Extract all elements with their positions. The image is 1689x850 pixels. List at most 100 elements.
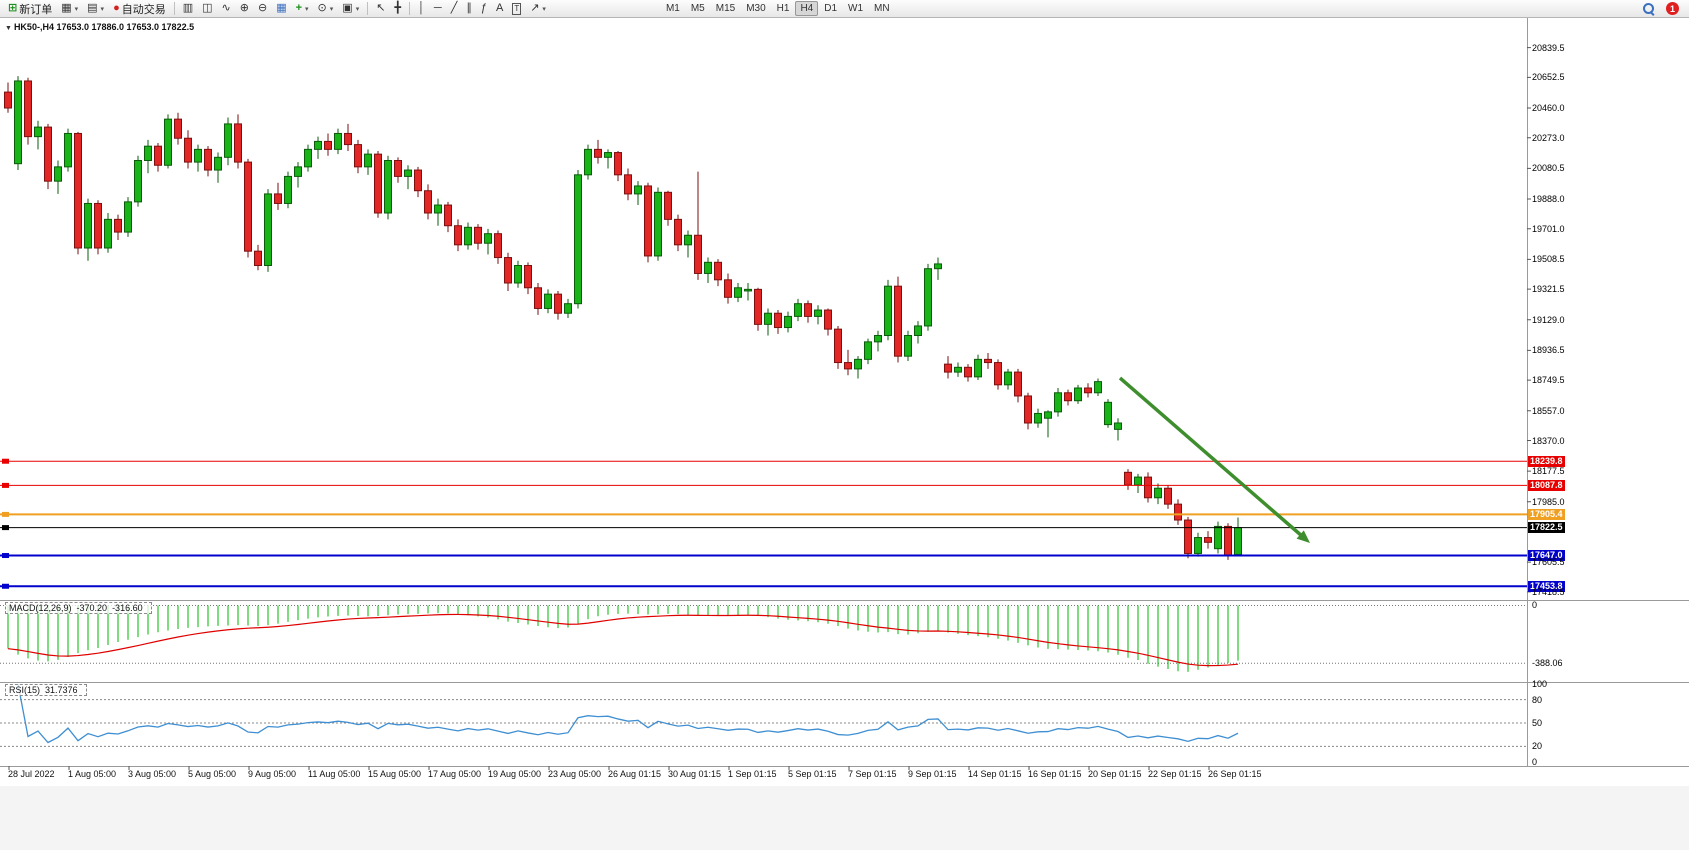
bear-candle <box>524 265 532 289</box>
zoom-in-icon: ⊕ <box>239 2 249 14</box>
bull-candle <box>764 312 772 325</box>
bottom-margin <box>0 786 1689 850</box>
bull-candle <box>294 166 302 177</box>
templates-button[interactable]: ▣ ▾ <box>338 1 363 17</box>
bull-candle <box>1104 401 1112 426</box>
chevron-down-icon: ▾ <box>100 5 105 13</box>
bull-candle <box>14 80 22 165</box>
bull-candle <box>864 341 872 360</box>
trend-arrow-line[interactable] <box>1118 376 1306 540</box>
trendline-icon: ╱ <box>450 2 458 14</box>
tf-W1[interactable]: W1 <box>848 3 864 14</box>
bull-candle <box>384 160 392 214</box>
bar-chart-button[interactable]: ▥ <box>179 1 197 17</box>
bull-candle <box>634 185 642 195</box>
bear-candle <box>614 152 622 176</box>
tf-M5[interactable]: M5 <box>690 3 705 14</box>
bull-candle <box>224 123 232 158</box>
bear-candle <box>1184 519 1192 554</box>
bull-candle <box>874 335 882 343</box>
horizontal-line-icon: ─ <box>433 2 442 14</box>
periods-button[interactable]: ⊙ ▾ <box>314 1 338 17</box>
bear-candle <box>1224 525 1232 556</box>
chevron-down-icon: ▾ <box>74 5 79 13</box>
bear-candle <box>724 279 732 298</box>
line-handle[interactable] <box>2 458 9 464</box>
new-order-button[interactable]: ⊞ 新订单 <box>4 1 56 17</box>
bear-candle <box>754 288 762 325</box>
channel-button[interactable]: ∥ <box>462 1 476 17</box>
notification-badge[interactable]: 1 <box>1666 2 1679 15</box>
bull-candle <box>794 303 802 317</box>
auto-trading-button[interactable]: ● 自动交易 <box>109 1 170 17</box>
bull-candle <box>734 287 742 298</box>
profiles-button[interactable]: ▤ ▾ <box>83 1 108 17</box>
bull-candle <box>1154 487 1162 499</box>
bear-candle <box>894 285 902 357</box>
line-chart-button[interactable]: ∿ <box>218 1 235 17</box>
rsi-line <box>17 683 1239 744</box>
bear-candle <box>594 148 602 158</box>
zoom-in-button[interactable]: ⊕ <box>236 1 253 17</box>
toolbar-separator <box>367 2 369 15</box>
bull-candle <box>434 204 442 214</box>
bear-candle <box>674 218 682 246</box>
bear-candle <box>94 202 102 249</box>
line-handle[interactable] <box>2 482 9 488</box>
cursor-button[interactable]: ↖ <box>372 1 389 17</box>
bull-candle <box>1234 527 1242 556</box>
text-button[interactable]: A <box>492 1 507 17</box>
grid-button[interactable]: ▦ <box>272 1 290 17</box>
auto-trading-label: 自动交易 <box>121 3 166 16</box>
bear-candle <box>24 80 32 138</box>
chevron-down-icon: ▾ <box>329 5 334 13</box>
trend-arrow-head[interactable] <box>1296 530 1310 543</box>
crosshair-button[interactable]: ╋ <box>390 1 405 17</box>
line-handle[interactable] <box>2 525 9 531</box>
vertical-line-button[interactable]: │ <box>414 1 429 17</box>
bear-candle <box>154 145 162 166</box>
zoom-out-button[interactable]: ⊖ <box>254 1 271 17</box>
bear-candle <box>204 148 212 171</box>
bull-candle <box>484 233 492 244</box>
bull-candle <box>814 309 822 317</box>
fibonacci-button[interactable]: ƒ <box>477 1 491 17</box>
bear-candle <box>664 191 672 220</box>
bear-candle <box>1084 387 1092 394</box>
bear-candle <box>354 144 362 168</box>
tf-H1[interactable]: H1 <box>776 3 790 14</box>
fibonacci-icon: ƒ <box>480 2 487 14</box>
tf-D1[interactable]: D1 <box>824 3 838 14</box>
line-handle[interactable] <box>2 553 9 559</box>
bear-candle <box>4 91 12 109</box>
line-handle[interactable] <box>2 583 9 589</box>
tf-M15[interactable]: M15 <box>715 3 736 14</box>
bear-candle <box>534 287 542 309</box>
bear-candle <box>374 153 382 214</box>
bear-candle <box>694 234 702 274</box>
candlestick-chart-button[interactable]: ◫ <box>198 1 216 17</box>
indicators-button[interactable]: + ▾ <box>292 1 313 17</box>
bear-candle <box>414 169 422 192</box>
bear-candle <box>1204 537 1212 543</box>
bull-candle <box>1114 422 1122 430</box>
bull-candle <box>284 175 292 204</box>
search-icon[interactable] <box>1642 2 1655 15</box>
tf-M1[interactable]: M1 <box>665 3 680 14</box>
bear-candle <box>834 328 842 364</box>
bull-candle <box>64 132 72 168</box>
horizontal-line-button[interactable]: ─ <box>430 1 446 17</box>
new-chart-button[interactable]: ▦ ▾ <box>57 1 82 17</box>
bull-candle <box>884 285 892 337</box>
tf-M30[interactable]: M30 <box>746 3 766 14</box>
line-handle[interactable] <box>2 511 9 517</box>
bull-candle <box>924 268 932 327</box>
tf-H4[interactable]: H4 <box>795 1 819 16</box>
bull-candle <box>164 118 172 166</box>
line-chart-icon: ∿ <box>221 2 231 14</box>
text-label-button[interactable]: T <box>508 1 525 17</box>
bear-candle <box>1024 395 1032 424</box>
tf-MN[interactable]: MN <box>874 3 890 14</box>
trendline-button[interactable]: ╱ <box>447 1 462 17</box>
arrows-button[interactable]: ↗ ▾ <box>526 1 550 17</box>
